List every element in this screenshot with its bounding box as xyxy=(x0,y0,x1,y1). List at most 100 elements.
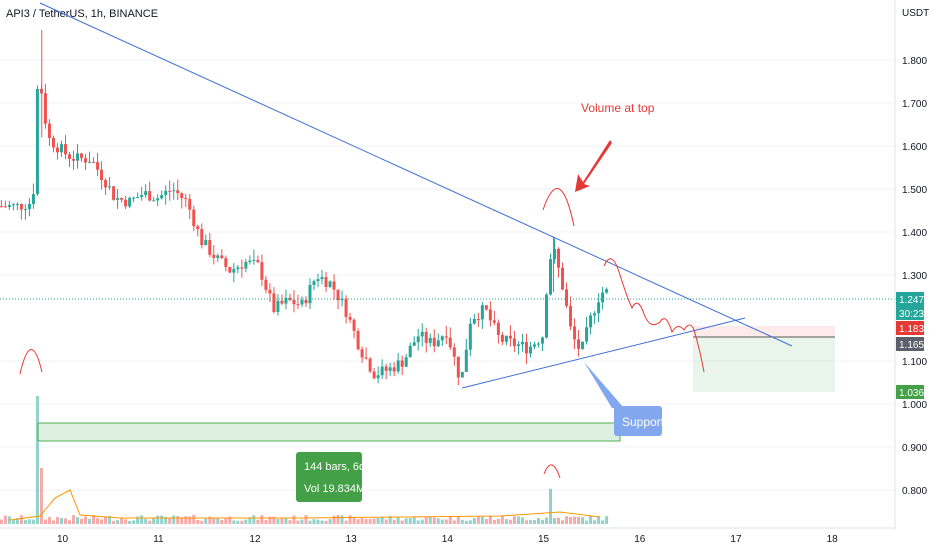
candle-body xyxy=(23,209,27,211)
volume-bar xyxy=(448,516,452,524)
volume-bar xyxy=(593,520,597,524)
candle-body xyxy=(428,337,432,343)
volume-bar xyxy=(228,516,232,524)
volume-bar xyxy=(144,518,148,524)
volume-bar xyxy=(31,519,35,524)
candle-body xyxy=(104,179,108,188)
volume-bar xyxy=(304,515,308,524)
candle-body xyxy=(292,299,296,305)
countdown-value: 30:23 xyxy=(899,309,924,320)
candle-body xyxy=(304,299,308,304)
volume-bar xyxy=(124,519,128,524)
candle-body xyxy=(268,289,272,294)
candle-body xyxy=(348,316,352,320)
y-tick-label: 1.300 xyxy=(902,271,927,282)
candle-body xyxy=(504,335,508,342)
volume-bar xyxy=(47,517,51,524)
candle-body xyxy=(320,277,324,280)
candle-body xyxy=(396,360,400,372)
volume-bar xyxy=(220,520,224,524)
candle-body xyxy=(456,356,460,378)
x-tick-label: 17 xyxy=(730,534,742,545)
candle-body xyxy=(532,344,536,347)
volume-bar xyxy=(472,518,476,524)
candle-body xyxy=(352,319,356,331)
candle-body xyxy=(92,161,96,163)
volume-bar xyxy=(268,516,272,524)
volume-bar xyxy=(468,520,472,524)
volume-bar xyxy=(516,516,520,524)
candle-body xyxy=(484,305,488,310)
volume-bar xyxy=(308,520,312,524)
volume-bar xyxy=(384,519,388,524)
volume-bar xyxy=(496,518,500,524)
countdown-tag xyxy=(896,306,924,320)
volume-bar xyxy=(412,516,416,524)
volume-bar xyxy=(372,518,376,524)
volume-bar xyxy=(164,516,168,524)
candle-body xyxy=(252,259,256,261)
volume-bar xyxy=(400,520,404,524)
volume-bar xyxy=(577,516,581,524)
candle-body xyxy=(152,200,156,202)
y-tick-label: 1.600 xyxy=(902,142,927,153)
volume-bar xyxy=(553,517,557,524)
y-tick-label: 1.700 xyxy=(902,99,927,110)
volume-bar xyxy=(224,517,228,524)
volume-bar xyxy=(168,518,172,524)
candle-body xyxy=(597,302,601,314)
volume-bar xyxy=(428,516,432,524)
volume-bar xyxy=(508,519,512,524)
candle-body xyxy=(444,336,448,338)
volume-bar xyxy=(248,517,252,524)
candle-body xyxy=(540,337,544,344)
candle-body xyxy=(47,123,51,138)
x-tick-label: 10 xyxy=(57,534,69,545)
candle-body xyxy=(432,337,436,347)
volume-bar xyxy=(128,520,132,524)
volume-ma-line xyxy=(9,489,601,521)
candle-body xyxy=(512,338,516,346)
volume-bar xyxy=(544,517,548,524)
candle-body xyxy=(316,279,320,282)
candle-body xyxy=(248,260,252,263)
measure-bars-label: 144 bars, 6d xyxy=(304,461,365,473)
candle-body xyxy=(492,320,496,323)
volume-bar xyxy=(540,519,544,524)
volume-bar xyxy=(452,520,456,524)
volume-bar xyxy=(11,519,15,524)
y-tick-label: 0.900 xyxy=(902,443,927,454)
current-price-value: 1.247 xyxy=(899,295,924,306)
candle-body xyxy=(276,300,280,312)
ascending-support-trendline[interactable] xyxy=(461,317,746,389)
candle-body xyxy=(384,366,388,371)
volume-bar xyxy=(436,518,440,524)
descending-trendline[interactable] xyxy=(39,2,793,347)
candle-body xyxy=(460,371,464,378)
candle-body xyxy=(280,300,284,304)
volume-bar xyxy=(232,520,236,524)
candle-body xyxy=(132,197,136,199)
stop-zone xyxy=(693,337,835,392)
candle-body xyxy=(380,366,384,376)
candle-body xyxy=(528,346,532,354)
volume-bar xyxy=(43,519,47,524)
candle-body xyxy=(420,331,424,337)
candle-body xyxy=(19,203,23,210)
volume-bar xyxy=(212,518,216,524)
volume-bar xyxy=(392,519,396,524)
candle-body xyxy=(264,279,268,290)
chart-title: API3 / TetherUS, 1h, BINANCE xyxy=(6,8,159,20)
volume-bar xyxy=(456,515,460,524)
candle-body xyxy=(524,342,528,354)
volume-bar xyxy=(420,519,424,524)
candle-body xyxy=(500,334,504,342)
volume-bar xyxy=(196,519,200,524)
volume-bar xyxy=(464,520,468,524)
candle-body xyxy=(11,204,15,206)
volume-bar xyxy=(264,520,268,524)
candle-body xyxy=(43,93,47,124)
support-badge xyxy=(614,406,662,436)
volume-bar xyxy=(120,518,124,524)
